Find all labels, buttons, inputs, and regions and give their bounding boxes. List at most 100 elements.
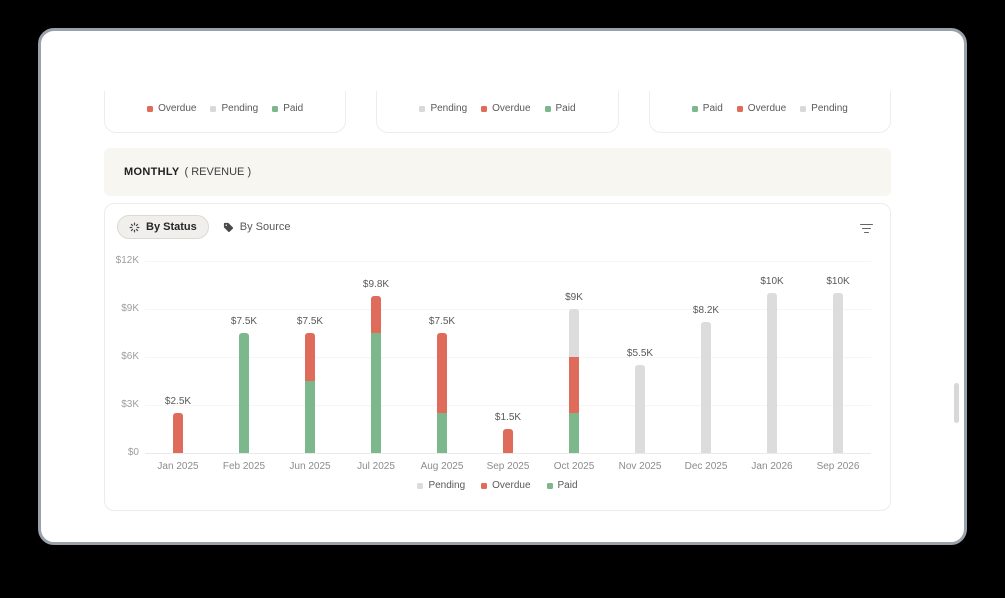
x-tick-label: Dec 2025 [684,461,728,472]
bar-jan-2025[interactable] [173,413,183,453]
x-tick-label: Sep 2026 [816,461,860,472]
legend-swatch [417,482,424,489]
legend-label: Pending [221,103,259,114]
legend-swatch [546,482,553,489]
bar-jul-2025[interactable] [371,296,381,453]
bar-jan-2026[interactable] [767,293,777,453]
bar-segment-overdue [437,333,447,413]
plot-area: $2.5K $7.5K $7.5K $9.8K $7.5K $1.5K $9K $5.5K $8… [145,261,871,454]
legend-item: Overdue [481,480,531,491]
filter-lines-icon[interactable] [856,218,876,236]
y-tick-label: $9K [121,303,139,314]
x-tick-label: Sep 2025 [486,461,530,472]
y-tick-label: $12K [115,255,139,266]
x-tick-label: Nov 2025 [618,461,662,472]
x-tick-label: Aug 2025 [420,461,464,472]
x-tick-label: Oct 2025 [553,461,595,472]
y-tick-label: $6K [121,351,139,362]
legend-swatch [419,105,426,112]
bar-value-label: $5.5K [626,348,654,359]
legend-label: Paid [555,103,576,114]
bar-value-label: $7.5K [230,316,258,327]
card-legend: Paid Overdue Pending [691,103,848,114]
x-tick-label: Feb 2025 [222,461,266,472]
legend-item: Pending [417,480,465,491]
legend-label: Overdue [158,103,197,114]
bar-nov-2025[interactable] [635,365,645,453]
bar-segment-pending [767,293,777,453]
legend-label: Overdue [492,103,531,114]
bar-segment-paid [305,381,315,453]
legend-label: Overdue [492,480,531,491]
bar-segment-overdue [173,413,183,453]
gridline [145,309,871,310]
section-subtitle: ( REVENUE ) [184,166,252,178]
legend-item: Pending [210,103,258,114]
legend-item: Pending [800,103,848,114]
bar-segment-overdue [569,357,579,413]
section-title: MONTHLY [124,166,180,178]
legend-item: Overdue [147,103,196,114]
bar-jun-2025[interactable] [305,333,315,453]
chart-legend: Pending Overdue Paid [105,480,890,491]
bar-segment-paid [569,413,579,453]
legend-item: Paid [544,103,576,114]
card-legend: Pending Overdue Paid [419,103,576,114]
bar-segment-paid [437,413,447,453]
legend-item: Overdue [736,103,786,114]
status-spinner-icon [129,222,140,233]
bar-value-label: $10K [826,276,850,287]
bar-sep-2026[interactable] [833,293,843,453]
bar-segment-overdue [503,429,513,453]
x-axis: Jan 2025 Feb 2025 Jun 2025 Jul 2025 Aug 2025… [145,461,871,475]
bar-value-label: $8.2K [692,304,720,316]
legend-item: Paid [272,103,303,114]
bar-chart: $12K $9K $6K $3K $0 $2.5K $7.5K $7.5K $9.8K $7.5… [116,244,880,476]
bar-sep-2025[interactable] [503,429,513,453]
y-tick-label: $0 [127,447,139,458]
x-tick-label: Jul 2025 [357,461,395,472]
legend-item: Overdue [481,103,531,114]
legend-swatch [481,105,488,112]
bar-feb-2025[interactable] [239,333,249,453]
y-tick-label: $3K [121,399,139,410]
legend-label: Paid [702,103,723,114]
legend-swatch [691,105,698,112]
legend-label: Paid [557,480,578,491]
bar-value-label: $2.5K [164,396,192,407]
legend-label: Pending [811,103,848,114]
bar-aug-2025[interactable] [437,333,447,453]
bar-value-label: $9.8K [362,279,390,291]
scrollbar-thumb[interactable] [954,383,959,423]
bar-oct-2025[interactable] [569,309,579,453]
legend-label: Pending [430,103,468,114]
bar-value-label: $10K [760,276,784,287]
tab-by-source[interactable]: By Source [223,221,291,233]
bar-value-label: $9K [565,292,583,303]
gridline [145,405,871,406]
tab-label: By Status [146,221,197,233]
tab-by-status[interactable]: By Status [117,215,209,239]
gridline [145,357,871,358]
page-content: Overdue Pending Paid Pending Overdue Paid Pa… [104,31,891,542]
legend-swatch [736,105,743,112]
chart-tabs-row: By Status By Source [117,214,878,240]
x-tick-label: Jun 2025 [289,461,331,472]
legend-label: Pending [428,480,466,491]
summary-card: Pending Overdue Paid [376,91,619,133]
summary-card: Overdue Pending Paid [104,91,347,133]
summary-cards-row: Overdue Pending Paid Pending Overdue Paid Pa… [104,91,891,133]
legend-swatch [800,105,807,112]
legend-item: Pending [419,103,467,114]
gridline [145,261,871,262]
x-tick-label: Jan 2025 [157,461,199,472]
filter-line [863,231,869,233]
bar-dec-2025[interactable] [701,321,711,453]
bar-segment-overdue [305,333,315,381]
revenue-chart-card: By Status By Source [104,203,891,511]
y-axis: $12K $9K $6K $3K $0 [116,255,139,458]
bar-segment-paid [239,333,249,453]
bar-value-label: $1.5K [494,412,522,423]
card-legend: Overdue Pending Paid [147,103,303,114]
bar-segment-paid [371,333,381,453]
